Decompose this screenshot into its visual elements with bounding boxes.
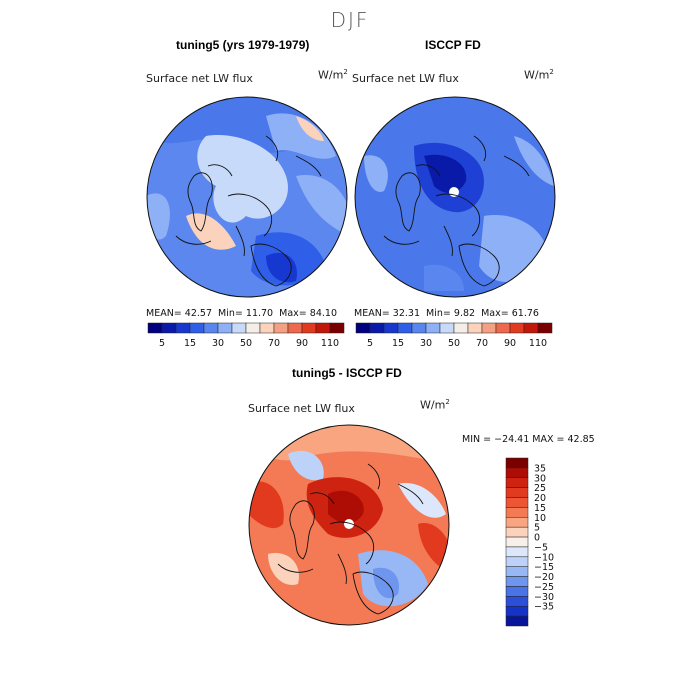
colorbar-left-swatch <box>287 322 303 334</box>
colorbar-right-tick-label: 70 <box>476 338 488 349</box>
colorbar-diff-swatch <box>505 497 529 508</box>
colorbar-left-swatch <box>259 322 275 334</box>
colorbar-right-swatch <box>467 322 483 334</box>
panel-right-stats: MEAN= 32.31 Min= 9.82 Max= 61.76 <box>354 308 539 319</box>
colorbar-diff-swatch <box>505 477 529 488</box>
colorbar-diff-swatch <box>505 536 529 548</box>
panel-left-stats: MEAN= 42.57 Min= 11.70 Max= 84.10 <box>146 308 337 319</box>
colorbar-diff-swatch <box>505 487 529 498</box>
map-diff <box>248 424 450 626</box>
colorbar-left-swatch <box>273 322 289 334</box>
colorbar-right-swatch <box>481 322 497 334</box>
colorbar-diff-swatch <box>505 507 529 518</box>
colorbar-left-tick-label: 30 <box>212 338 224 349</box>
diff-variable: Surface net LW flux <box>248 402 355 415</box>
panel-right-variable: Surface net LW flux <box>352 72 459 85</box>
colorbar-right-swatch <box>537 322 553 334</box>
colorbar-diff-tick-label: −5 <box>534 542 548 553</box>
panel-left-title: tuning5 (yrs 1979-1979) <box>176 38 310 52</box>
colorbar-right-swatch <box>523 322 539 334</box>
colorbar-right-swatch <box>411 322 427 334</box>
colorbar-right-swatch <box>439 322 455 334</box>
colorbar-left-tick-label: 110 <box>321 338 339 349</box>
colorbar-left-swatch <box>161 322 177 334</box>
colorbar-left-swatch <box>217 322 233 334</box>
colorbar-left: 51530507090110130 <box>147 322 345 349</box>
colorbar-diff-swatch <box>505 526 529 538</box>
colorbar-left-swatch <box>329 322 345 334</box>
colorbar-right-tick-label: 110 <box>529 338 547 349</box>
colorbar-diff-tick-label: −10 <box>534 552 554 563</box>
colorbar-diff-tick-label: 15 <box>534 503 546 514</box>
season-title: DJF <box>330 8 370 32</box>
colorbar-diff-tick-label: −15 <box>534 562 554 573</box>
diff-title: tuning5 - ISCCP FD <box>292 366 402 380</box>
panel-right-title: ISCCP FD <box>425 38 481 52</box>
colorbar-diff-swatch <box>505 586 529 597</box>
colorbar-left-swatch <box>301 322 317 334</box>
colorbar-right-swatch <box>425 322 441 334</box>
colorbar-diff-swatch <box>505 517 529 528</box>
panel-left-variable: Surface net LW flux <box>146 72 253 85</box>
panel-left-unit: W/m2 <box>318 68 348 82</box>
colorbar-diff-tick-label: −25 <box>534 582 554 593</box>
colorbar-right-swatch <box>383 322 399 334</box>
colorbar-left-swatch <box>315 322 331 334</box>
colorbar-left-swatch <box>245 322 261 334</box>
colorbar-diff-swatch <box>505 467 529 479</box>
colorbar-left-tick-label: 70 <box>268 338 280 349</box>
colorbar-left-swatch <box>147 322 163 334</box>
colorbar-diff-swatch <box>505 576 529 587</box>
colorbar-left-swatch <box>189 322 205 334</box>
colorbar-right-swatch <box>369 322 385 334</box>
colorbar-right-swatch <box>453 322 469 334</box>
colorbar-diff-tick-label: 25 <box>534 483 546 494</box>
colorbar-diff-tick-label: 20 <box>534 493 546 504</box>
colorbar-diff-swatch <box>505 605 529 617</box>
colorbar-right-swatch <box>495 322 511 334</box>
colorbar-diff-swatch <box>505 615 529 627</box>
colorbar-diff-swatch <box>505 546 529 558</box>
diff-unit: W/m2 <box>420 398 450 412</box>
colorbar-diff-swatch <box>505 556 529 567</box>
colorbar-right-tick-label: 50 <box>448 338 460 349</box>
colorbar-left-tick-label: 5 <box>159 338 165 349</box>
colorbar-diff-swatch <box>505 566 529 577</box>
colorbar-right-swatch <box>509 322 525 334</box>
map-right-obs <box>354 96 556 298</box>
colorbar-left-tick-label: 90 <box>296 338 308 349</box>
colorbar-left-swatch <box>231 322 247 334</box>
colorbar-diff-tick-label: −35 <box>534 602 554 613</box>
colorbar-left-swatch <box>175 322 191 334</box>
colorbar-right-tick-label: 30 <box>420 338 432 349</box>
colorbar-left-swatch <box>203 322 219 334</box>
panel-right-unit: W/m2 <box>524 68 554 82</box>
colorbar-diff-tick-label: −20 <box>534 572 554 583</box>
colorbar-right-swatch <box>355 322 371 334</box>
colorbar-right-swatch <box>397 322 413 334</box>
diff-minmax: MIN = −24.41 MAX = 42.85 <box>462 434 595 445</box>
colorbar-left-tick-label: 15 <box>184 338 196 349</box>
colorbar-diff-tick-label: 0 <box>534 533 540 544</box>
colorbar-diff-swatch <box>505 457 529 469</box>
colorbar-left-tick-label: 50 <box>240 338 252 349</box>
colorbar-right: 51530507090110130 <box>355 322 553 349</box>
colorbar-right-tick-label: 90 <box>504 338 516 349</box>
colorbar-diff-tick-label: 10 <box>534 513 546 524</box>
colorbar-diff-tick-label: 30 <box>534 473 546 484</box>
colorbar-right-tick-label: 15 <box>392 338 404 349</box>
colorbar-diff-tick-label: 35 <box>534 463 546 474</box>
colorbar-diff-tick-label: −30 <box>534 592 554 603</box>
map-left-model <box>146 96 348 298</box>
colorbar-right-tick-label: 5 <box>367 338 373 349</box>
colorbar-diff-swatch <box>505 596 529 607</box>
colorbar-diff-tick-label: 5 <box>534 523 540 534</box>
